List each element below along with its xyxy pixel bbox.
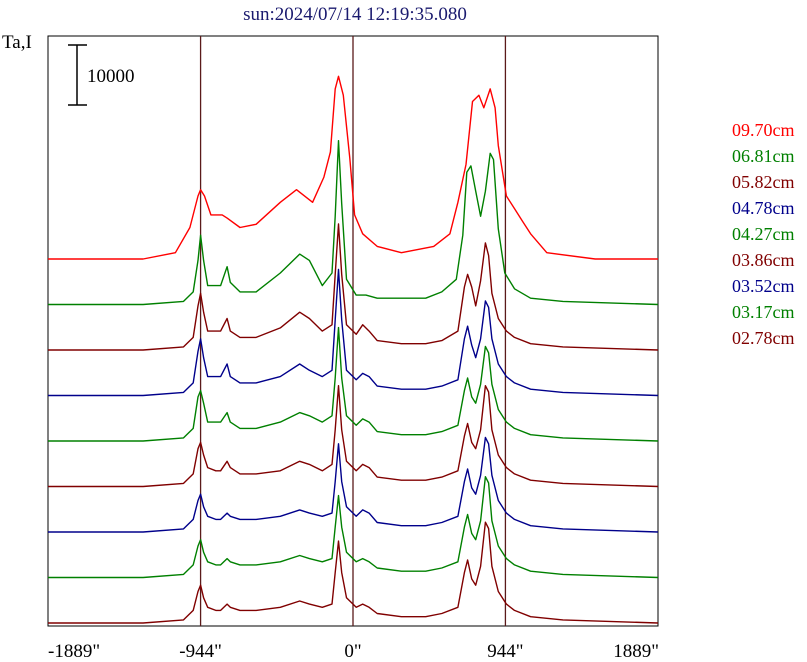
- series-lines: [48, 75, 659, 624]
- series-line-03.52cm: [48, 436, 659, 533]
- legend-entry: 04.78cm: [732, 198, 795, 218]
- x-tick-labels: -1889" -944" 0" 944" 1889": [48, 641, 659, 662]
- series-line-04.78cm: [48, 268, 659, 397]
- x-tick-label: -944": [179, 641, 222, 662]
- x-tick-label: 944": [487, 641, 523, 662]
- scale-bar: 10000: [68, 44, 135, 106]
- legend-entry: 05.82cm: [732, 172, 795, 192]
- series-line-05.82cm: [48, 223, 659, 351]
- legend-entry: 06.81cm: [732, 146, 795, 166]
- series-line-03.86cm: [48, 385, 659, 488]
- legend-entry: 02.78cm: [732, 328, 795, 348]
- x-tick-label: -1889": [48, 641, 100, 662]
- x-tick-label: 0": [344, 641, 361, 662]
- scale-bar-label: 10000: [87, 66, 135, 87]
- series-line-03.17cm: [48, 476, 659, 579]
- legend-entry: 04.27cm: [732, 224, 795, 244]
- legend-entry: 03.86cm: [732, 250, 795, 270]
- x-tick-label: 1889": [613, 641, 659, 662]
- series-line-02.78cm: [48, 521, 659, 624]
- series-line-06.81cm: [48, 139, 659, 306]
- legend: 09.70cm 06.81cm 05.82cm 04.78cm 04.27cm 03.86…: [732, 120, 795, 348]
- legend-entry: 09.70cm: [732, 120, 795, 140]
- series-line-04.27cm: [48, 326, 659, 442]
- legend-entry: 03.52cm: [732, 276, 795, 296]
- chart-title: sun:2024/07/14 12:19:35.080: [243, 4, 467, 25]
- y-axis-label: Ta,I: [2, 32, 32, 53]
- series-line-09.70cm: [48, 75, 658, 260]
- legend-entry: 03.17cm: [732, 302, 795, 322]
